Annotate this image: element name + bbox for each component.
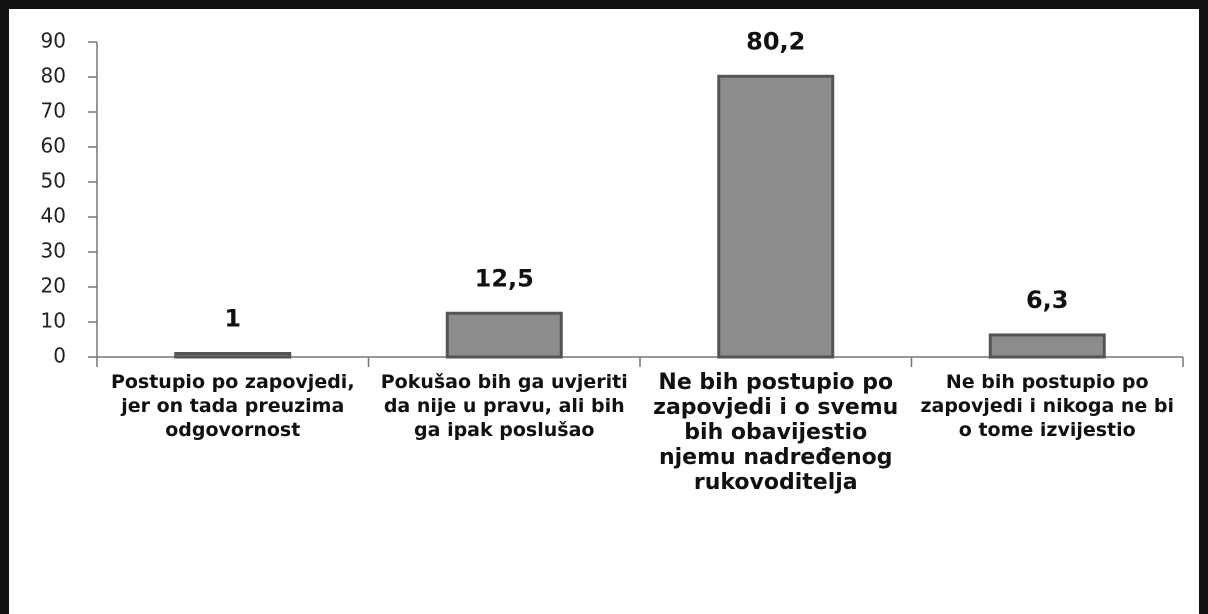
y-tick-label: 50 bbox=[41, 169, 66, 193]
y-tick-label: 90 bbox=[41, 29, 66, 53]
y-tick-label: 10 bbox=[41, 309, 66, 333]
bar bbox=[174, 352, 292, 359]
x-tick-label: Ne bih postupio po zapovjedi i nikoga ne… bbox=[920, 371, 1175, 441]
bar bbox=[988, 333, 1106, 359]
bar bbox=[717, 74, 835, 359]
y-tick-label: 70 bbox=[41, 99, 66, 123]
frame-right bbox=[1199, 0, 1208, 614]
y-tick-label: 30 bbox=[41, 239, 66, 263]
frame-left bbox=[0, 0, 9, 614]
y-tick-label: 20 bbox=[41, 274, 66, 298]
y-tick-label: 40 bbox=[41, 204, 66, 228]
data-label: 6,3 bbox=[1026, 286, 1069, 314]
x-tick-label: Pokušao bih ga uvjeriti da nije u pravu,… bbox=[380, 371, 628, 441]
x-tick-label: Ne bih postupio po zapovjedi i o svemu b… bbox=[653, 370, 899, 495]
y-tick-label: 0 bbox=[53, 344, 66, 368]
x-tick-label: Postupio po zapovjedi, jer on tada preuz… bbox=[110, 371, 355, 441]
y-tick-label: 80 bbox=[41, 64, 66, 88]
data-label: 1 bbox=[224, 305, 241, 333]
data-label: 80,2 bbox=[746, 27, 805, 55]
bar bbox=[445, 311, 563, 359]
frame-top bbox=[0, 0, 1208, 9]
y-tick-label: 60 bbox=[41, 134, 66, 158]
data-label: 12,5 bbox=[475, 264, 534, 292]
